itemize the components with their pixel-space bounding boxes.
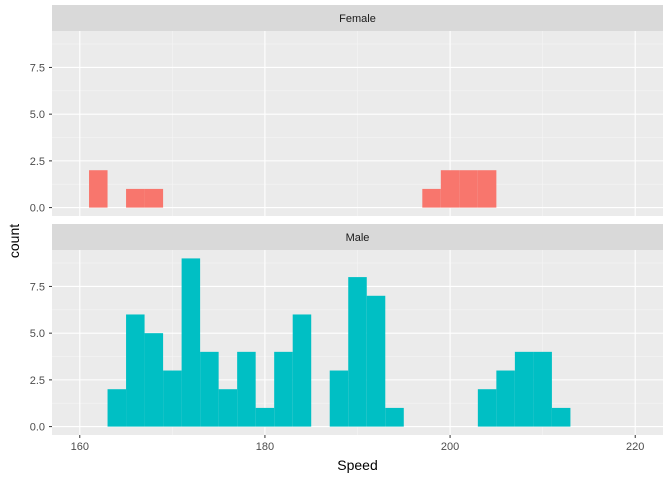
x-axis: 160 180 200 220	[71, 435, 644, 453]
histogram-bar	[459, 170, 478, 208]
facet-panel-male: Male 0.0 2.5 5.0 7.5	[30, 224, 663, 435]
histogram-bar	[440, 170, 460, 208]
facet-strip-label-female: Female	[339, 13, 376, 25]
y-tick-label: 2.5	[30, 375, 45, 387]
histogram-bar	[237, 351, 256, 427]
histogram-bar	[292, 314, 312, 427]
histogram-bar	[274, 351, 293, 427]
x-tick-label: 200	[441, 441, 459, 453]
y-tick-label: 5.0	[30, 328, 45, 340]
facet-strip-male	[52, 224, 663, 250]
histogram-bar	[385, 407, 404, 427]
y-tick-label: 0.0	[30, 203, 45, 215]
histogram-bar	[218, 389, 238, 427]
histogram-bar	[107, 389, 127, 427]
x-tick-label: 180	[256, 441, 274, 453]
facet-strip-female	[52, 5, 663, 31]
y-tick-label: 0.0	[30, 422, 45, 434]
histogram-bar	[89, 170, 108, 208]
histogram-bar	[533, 351, 552, 427]
histogram-bar	[366, 295, 386, 427]
x-tick-label: 220	[626, 441, 644, 453]
histogram-bar	[477, 389, 497, 427]
histogram-bar	[329, 370, 349, 427]
histogram-bar	[144, 188, 164, 208]
y-tick-label: 7.5	[30, 281, 45, 293]
histogram-bar	[422, 188, 441, 208]
histogram-bar	[126, 314, 145, 427]
histogram-bar	[163, 370, 182, 427]
facet-strip-label-male: Male	[346, 232, 370, 244]
histogram-bar	[348, 277, 367, 427]
x-tick-label: 160	[71, 441, 89, 453]
histogram-bar	[126, 188, 145, 208]
y-axis-title: count	[6, 224, 22, 258]
facet-panels: Female 0.0 2.5 5.0 7.5 Male 0.0 2.5 5.0 7.5	[30, 5, 663, 435]
histogram-bar	[144, 333, 164, 427]
facet-panel-female: Female 0.0 2.5 5.0 7.5	[30, 5, 663, 216]
histogram-bar	[181, 258, 201, 427]
histogram-bar	[551, 407, 571, 427]
y-tick-label: 7.5	[30, 62, 45, 74]
histogram-bar	[514, 351, 534, 427]
x-axis-title: Speed	[337, 457, 377, 473]
histogram-bar	[200, 351, 219, 427]
histogram-bar	[496, 370, 515, 427]
histogram-bar	[477, 170, 497, 208]
y-tick-label: 2.5	[30, 156, 45, 168]
histogram-bar	[255, 407, 275, 427]
y-tick-label: 5.0	[30, 109, 45, 121]
